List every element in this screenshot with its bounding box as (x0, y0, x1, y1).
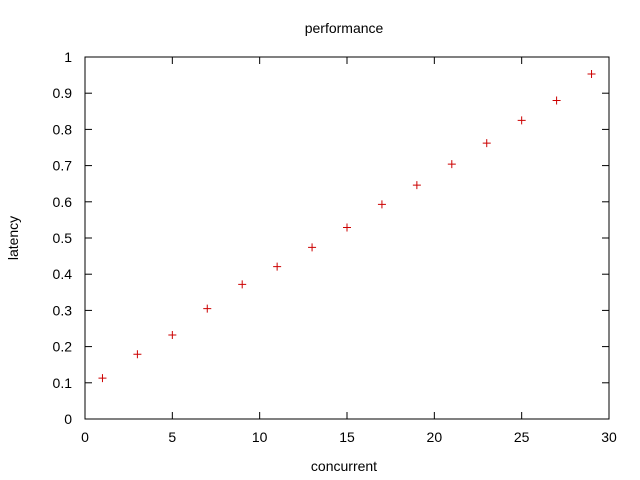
x-tick-label: 5 (168, 429, 176, 445)
x-tick-label: 25 (514, 429, 530, 445)
x-tick-label: 30 (601, 429, 617, 445)
data-point (133, 350, 142, 359)
x-axis: 0 5 10 15 20 25 30 (81, 57, 617, 445)
x-tick-label: 10 (252, 429, 268, 445)
chart-title: performance (305, 20, 384, 36)
data-point (482, 139, 491, 148)
x-tick-label: 0 (81, 429, 89, 445)
x-tick-label: 15 (339, 429, 355, 445)
y-tick-label: 0.4 (53, 266, 73, 282)
x-axis-label: concurrent (311, 458, 377, 474)
data-point (587, 70, 596, 79)
data-point (517, 116, 526, 125)
y-tick-label: 1 (64, 49, 72, 65)
data-point (447, 160, 456, 169)
plot-frame (84, 56, 610, 420)
y-tick-label: 0.6 (53, 194, 73, 210)
y-tick-label: 0.2 (53, 339, 73, 355)
data-points (98, 70, 596, 383)
y-tick-label: 0.8 (53, 121, 73, 137)
data-point (203, 304, 212, 313)
y-tick-label: 0.7 (53, 158, 73, 174)
y-axis: 0 0.1 0.2 0.3 0.4 0.5 0.6 0.7 0.8 0.9 1 (53, 49, 609, 427)
data-point (168, 331, 177, 340)
data-point (238, 280, 247, 289)
x-tick-label: 20 (427, 429, 443, 445)
y-tick-label: 0.3 (53, 302, 73, 318)
y-axis-label: latency (5, 216, 21, 260)
data-point (412, 181, 421, 190)
y-tick-label: 0.1 (53, 375, 73, 391)
data-point (552, 96, 561, 105)
y-tick-label: 0.5 (53, 230, 73, 246)
data-point (377, 200, 386, 209)
y-tick-label: 0 (64, 411, 72, 427)
data-point (273, 262, 282, 271)
data-point (343, 223, 351, 232)
y-tick-label: 0.9 (53, 85, 73, 101)
data-point (308, 243, 317, 252)
data-point (98, 374, 107, 383)
